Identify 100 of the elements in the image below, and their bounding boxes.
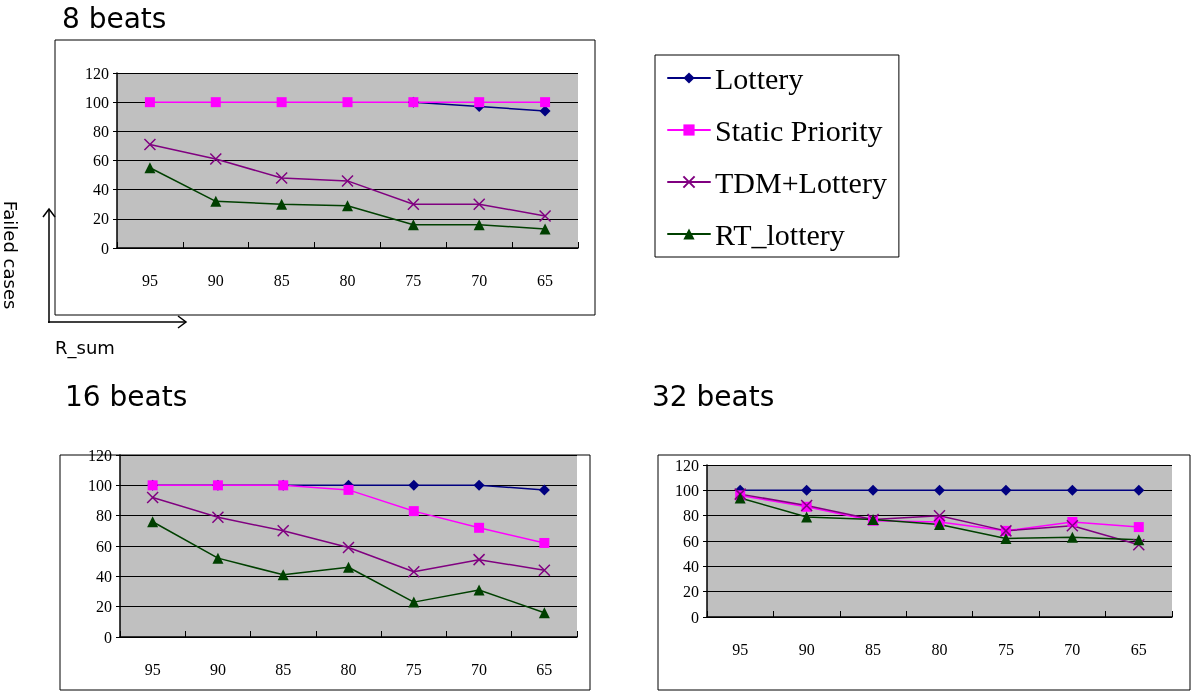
point [277,569,289,581]
point [867,484,879,496]
y-tick-label: 80 [96,507,112,525]
point [276,198,288,210]
y-tick-label: 100 [675,481,699,499]
point [144,162,156,174]
point [408,596,420,608]
point [1066,531,1078,543]
y-tick-label: 0 [104,628,112,646]
point [407,198,420,211]
y-tick-label: 100 [85,93,109,111]
point [211,510,225,524]
point [147,516,159,528]
legend-label: Static Priority [715,113,883,147]
y-tick-label: 60 [93,152,109,169]
y-tick-label: 20 [683,583,699,601]
point [209,152,223,166]
x-tick-label: 95 [732,640,749,658]
point [801,484,813,496]
x-tick-label: 70 [471,271,488,289]
point [342,541,355,554]
point [538,564,551,577]
y-tick-label: 80 [93,122,109,140]
y-tick-label: 40 [93,181,109,199]
point [276,97,287,108]
point [212,552,224,564]
x-tick-label: 75 [405,271,422,289]
y-tick-label: 100 [88,476,112,494]
point [342,200,353,212]
x-tick-label: 65 [536,660,553,678]
y-tick-label: 20 [96,598,112,616]
legend-label: RT_lottery [715,217,845,251]
point [1133,534,1145,546]
y-axis-title: Failed cases [0,200,21,310]
point [343,561,354,573]
x-tick-label: 75 [405,660,422,678]
x-tick-label: 80 [340,660,357,678]
point [1133,522,1144,533]
chart-title: 16 beats [65,380,188,413]
x-tick-label: 90 [207,271,224,289]
point [210,195,222,207]
point [210,97,221,108]
point [407,565,421,579]
x-tick-label: 65 [1130,640,1147,658]
x-tick-label: 90 [209,660,226,678]
x-tick-label: 95 [141,271,158,289]
x-tick-label: 95 [144,660,161,678]
point [473,219,485,231]
x-tick-label: 70 [1064,640,1081,658]
y-tick-label: 0 [691,608,699,626]
point [540,97,551,108]
x-axis-title: R_sum [55,336,115,359]
x-tick-label: 65 [537,271,554,289]
y-tick-label: 0 [101,239,109,257]
x-tick-label: 85 [273,271,290,289]
point [472,198,486,211]
point [1066,484,1078,496]
point [144,97,155,108]
point [1066,519,1079,533]
chart-title: 32 beats [652,380,775,413]
point [538,607,550,619]
point [275,171,288,185]
point [934,484,945,496]
chart-title: 8 beats [62,2,167,35]
y-tick-label: 120 [88,446,112,464]
point [474,522,485,533]
y-tick-label: 60 [683,532,699,550]
point [407,219,419,231]
y-tick-label: 120 [85,64,109,82]
point [1000,484,1012,496]
point [934,519,945,531]
point [538,484,550,496]
y-tick-label: 60 [96,537,112,555]
point [341,174,354,188]
x-tick-label: 80 [339,271,356,289]
y-tick-label: 40 [683,557,699,575]
point [1000,532,1012,544]
point [473,479,485,491]
y-tick-label: 20 [93,210,109,228]
y-tick-label: 120 [675,456,699,474]
x-tick-label: 75 [997,640,1014,658]
legend-label: TDM+Lottery [715,165,887,199]
y-tick-label: 40 [96,567,112,585]
point [1132,538,1146,552]
x-tick-label: 80 [931,640,948,658]
point [538,209,552,223]
x-tick-label: 70 [471,660,488,678]
x-tick-label: 90 [798,640,815,658]
point [539,223,551,235]
point [474,97,485,108]
point [933,509,946,522]
point [801,511,813,523]
point [343,484,354,495]
y-tick-label: 80 [683,507,699,525]
point [342,97,353,108]
point [473,584,485,596]
point [143,138,157,151]
legend-label: Lottery [715,61,804,95]
point [276,524,290,538]
point [472,553,486,566]
